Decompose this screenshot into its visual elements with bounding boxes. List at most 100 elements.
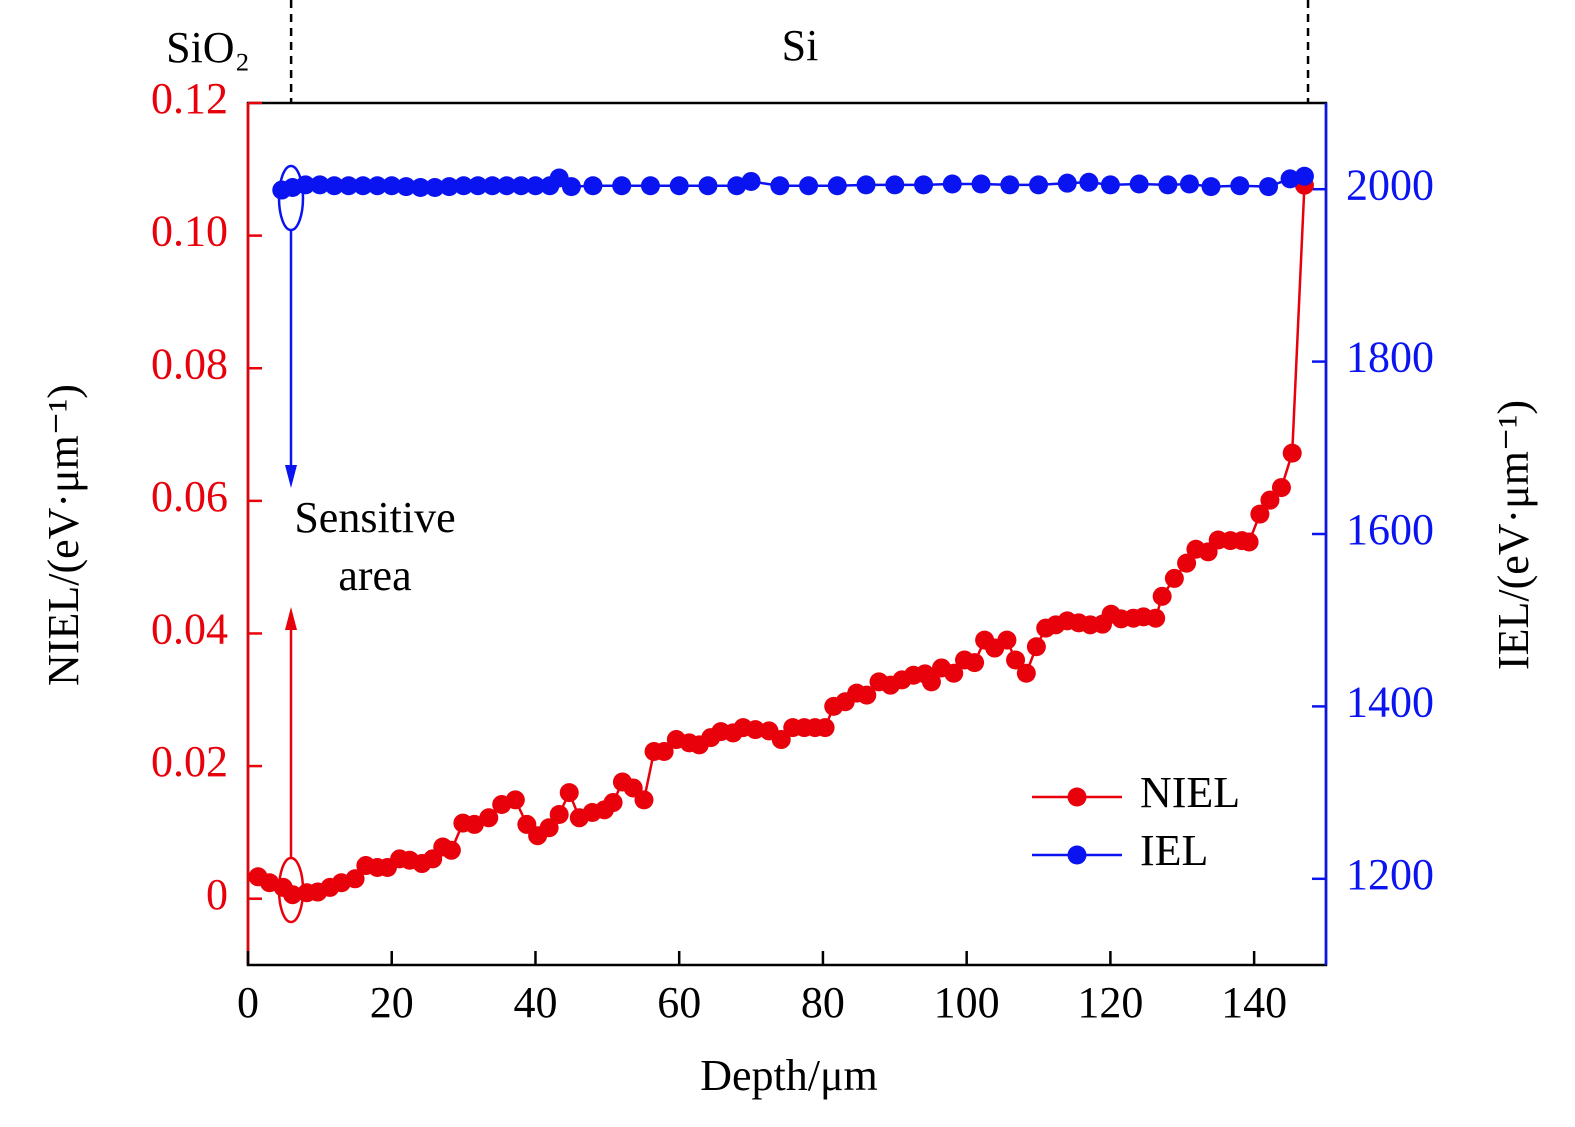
data-point bbox=[1201, 177, 1221, 197]
data-point bbox=[505, 790, 525, 810]
x-tick-label: 60 bbox=[657, 978, 701, 1027]
data-point bbox=[698, 176, 718, 196]
data-point bbox=[482, 176, 502, 196]
x-tick-label: 100 bbox=[934, 978, 1000, 1027]
data-point bbox=[479, 808, 499, 828]
data-point bbox=[1000, 175, 1020, 195]
y-tick-label: 0.08 bbox=[151, 339, 228, 388]
data-point bbox=[539, 818, 559, 838]
data-point bbox=[441, 840, 461, 860]
arrow-head bbox=[285, 607, 297, 630]
data-point bbox=[283, 885, 303, 905]
data-point bbox=[382, 176, 402, 196]
y2-tick-label: 1600 bbox=[1346, 505, 1434, 554]
y2-axis-label: IEL/(eV·μm⁻¹) bbox=[1489, 400, 1538, 670]
data-point bbox=[295, 175, 315, 195]
data-point bbox=[971, 174, 991, 194]
data-point bbox=[827, 176, 847, 196]
data-point bbox=[745, 720, 765, 740]
data-point bbox=[1164, 568, 1184, 588]
y-tick-label: 0.12 bbox=[151, 74, 228, 123]
data-point bbox=[1179, 174, 1199, 194]
x-axis-label: Depth/μm bbox=[700, 1051, 878, 1100]
data-point bbox=[439, 177, 459, 197]
data-point bbox=[410, 177, 430, 197]
data-point bbox=[997, 630, 1017, 650]
data-point bbox=[1006, 650, 1026, 670]
x-tick-label: 120 bbox=[1077, 978, 1143, 1027]
data-point bbox=[511, 176, 531, 196]
data-point bbox=[965, 653, 985, 673]
data-point bbox=[634, 790, 654, 810]
data-point bbox=[942, 174, 962, 194]
data-point bbox=[914, 175, 934, 195]
data-point bbox=[1029, 175, 1049, 195]
x-tick-label: 80 bbox=[801, 978, 845, 1027]
data-point bbox=[1294, 166, 1314, 186]
data-point bbox=[799, 176, 819, 196]
data-point bbox=[669, 176, 689, 196]
data-point bbox=[1026, 637, 1046, 657]
data-point bbox=[1282, 443, 1302, 463]
data-point bbox=[1057, 173, 1077, 193]
x-tick-label: 0 bbox=[237, 978, 259, 1027]
data-point bbox=[559, 783, 579, 803]
data-point bbox=[857, 685, 877, 705]
legend-marker bbox=[1067, 787, 1087, 807]
y-tick-label: 0.04 bbox=[151, 605, 228, 654]
data-point bbox=[396, 177, 416, 197]
legend-label: NIEL bbox=[1140, 768, 1240, 817]
data-point bbox=[612, 176, 632, 196]
y-axis-label: NIEL/(eV·μm⁻¹) bbox=[39, 384, 88, 686]
data-point bbox=[324, 176, 344, 196]
data-point bbox=[1280, 169, 1300, 189]
data-point bbox=[583, 176, 603, 196]
data-point bbox=[654, 741, 674, 761]
x-tick-label: 40 bbox=[513, 978, 557, 1027]
data-point bbox=[367, 176, 387, 196]
data-point bbox=[339, 176, 359, 196]
data-point bbox=[454, 176, 474, 196]
data-point bbox=[1177, 553, 1197, 573]
region-label: Si bbox=[782, 21, 819, 70]
data-point bbox=[425, 177, 445, 197]
data-point bbox=[1250, 504, 1270, 524]
data-point bbox=[549, 804, 569, 824]
data-point bbox=[815, 718, 835, 738]
data-point bbox=[468, 176, 488, 196]
annotation: Sensitive bbox=[294, 493, 455, 542]
data-point bbox=[1129, 174, 1149, 194]
data-point bbox=[525, 176, 545, 196]
y2-tick-label: 2000 bbox=[1346, 160, 1434, 209]
y-tick-label: 0.06 bbox=[151, 472, 228, 521]
x-tick-label: 140 bbox=[1221, 978, 1287, 1027]
data-point bbox=[856, 175, 876, 195]
y2-tick-label: 1400 bbox=[1346, 677, 1434, 726]
data-point bbox=[497, 176, 517, 196]
data-point bbox=[1259, 177, 1279, 197]
data-point bbox=[727, 176, 747, 196]
data-point bbox=[741, 171, 761, 191]
region-label: SiO₂ bbox=[166, 23, 250, 72]
data-point bbox=[464, 814, 484, 834]
data-point bbox=[921, 672, 941, 692]
y-tick-label: 0.02 bbox=[151, 737, 228, 786]
data-point bbox=[771, 730, 791, 750]
data-point bbox=[1271, 478, 1291, 498]
data-point bbox=[1079, 172, 1099, 192]
data-point bbox=[1230, 176, 1250, 196]
legend-marker bbox=[1067, 845, 1087, 865]
data-point bbox=[603, 793, 623, 813]
data-point bbox=[1100, 175, 1120, 195]
data-point bbox=[944, 663, 964, 683]
data-point bbox=[1239, 532, 1259, 552]
arrow-head bbox=[285, 465, 297, 488]
y2-tick-label: 1200 bbox=[1346, 850, 1434, 899]
x-tick-label: 20 bbox=[370, 978, 414, 1027]
data-point bbox=[1260, 490, 1280, 510]
legend-label: IEL bbox=[1140, 826, 1208, 875]
data-point bbox=[561, 177, 581, 197]
data-point bbox=[353, 176, 373, 196]
data-point bbox=[640, 176, 660, 196]
